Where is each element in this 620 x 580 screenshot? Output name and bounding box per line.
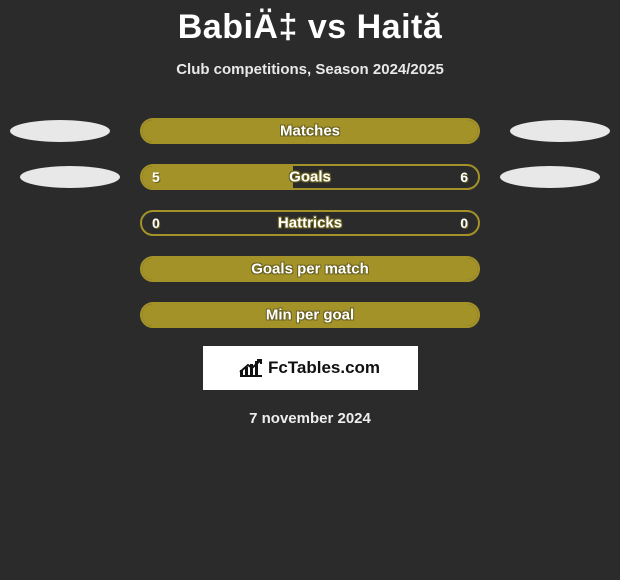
stat-bar: Goals per match xyxy=(140,256,480,282)
avatar-left-placeholder xyxy=(20,166,120,188)
stat-left-value: 0 xyxy=(152,215,160,231)
stat-right-value: 6 xyxy=(460,169,468,185)
stats-area: Matches 5 Goals 6 0 Hattricks 0 xyxy=(0,118,620,328)
page-subtitle: Club competitions, Season 2024/2025 xyxy=(176,61,444,78)
source-logo[interactable]: FcTables.com xyxy=(203,346,418,390)
arrow-up-icon xyxy=(239,359,263,373)
stat-label: Goals per match xyxy=(251,261,369,278)
stat-bar: 5 Goals 6 xyxy=(140,164,480,190)
stat-row-goals: 5 Goals 6 xyxy=(0,164,620,190)
snapshot-date: 7 november 2024 xyxy=(249,410,371,427)
stat-bar: 0 Hattricks 0 xyxy=(140,210,480,236)
avatar-right-placeholder xyxy=(510,120,610,142)
stat-bar: Min per goal xyxy=(140,302,480,328)
stat-row-hattricks: 0 Hattricks 0 xyxy=(0,210,620,236)
stat-row-matches: Matches xyxy=(0,118,620,144)
bar-fill-left xyxy=(142,166,293,188)
stat-right-value: 0 xyxy=(460,215,468,231)
stat-label: Min per goal xyxy=(266,307,354,324)
stat-bar: Matches xyxy=(140,118,480,144)
stat-row-goals-per-match: Goals per match xyxy=(0,256,620,282)
stat-label: Matches xyxy=(280,123,340,140)
stat-label: Goals xyxy=(289,169,331,186)
stat-left-value: 5 xyxy=(152,169,160,185)
stat-row-min-per-goal: Min per goal xyxy=(0,302,620,328)
comparison-widget: BabiÄ‡ vs Haită Club competitions, Seaso… xyxy=(0,0,620,427)
avatar-left-placeholder xyxy=(10,120,110,142)
page-title: BabiÄ‡ vs Haită xyxy=(178,8,443,47)
avatar-right-placeholder xyxy=(500,166,600,188)
logo-text: FcTables.com xyxy=(268,358,380,378)
stat-label: Hattricks xyxy=(278,215,342,232)
fctables-icon xyxy=(240,359,262,377)
